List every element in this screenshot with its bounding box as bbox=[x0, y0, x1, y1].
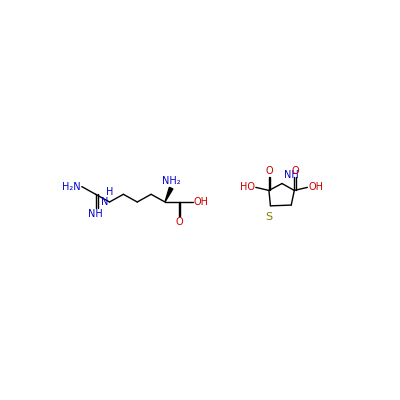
Text: H₂N: H₂N bbox=[62, 182, 81, 192]
Text: S: S bbox=[265, 212, 272, 222]
Text: N: N bbox=[101, 197, 108, 207]
Text: NH: NH bbox=[88, 209, 103, 219]
Polygon shape bbox=[165, 187, 173, 202]
Text: O: O bbox=[266, 166, 274, 176]
Text: NH₂: NH₂ bbox=[162, 176, 180, 186]
Text: OH: OH bbox=[194, 197, 208, 207]
Text: H: H bbox=[106, 187, 113, 197]
Text: HO: HO bbox=[240, 182, 255, 192]
Text: OH: OH bbox=[308, 182, 323, 192]
Text: O: O bbox=[176, 217, 184, 227]
Text: O: O bbox=[291, 166, 299, 176]
Text: NH: NH bbox=[284, 170, 298, 180]
